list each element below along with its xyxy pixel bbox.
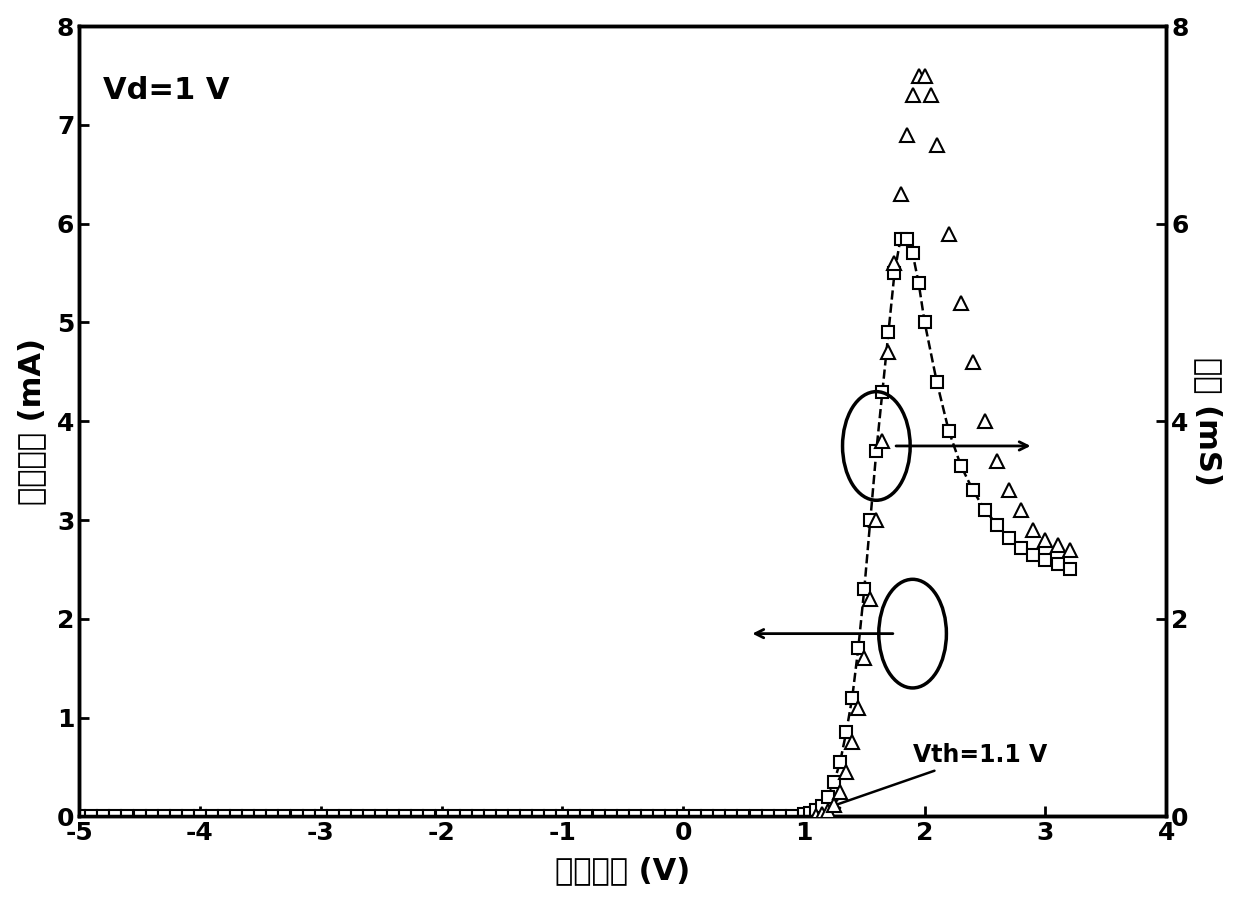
Text: Vth=1.1 V: Vth=1.1 V bbox=[831, 743, 1047, 808]
Text: Vd=1 V: Vd=1 V bbox=[103, 76, 229, 105]
Y-axis label: 源漏电流 (mA): 源漏电流 (mA) bbox=[16, 337, 46, 505]
Y-axis label: 跨导 (mS): 跨导 (mS) bbox=[1194, 357, 1224, 485]
X-axis label: 栋极电唸 (V): 栋极电唸 (V) bbox=[556, 856, 691, 886]
